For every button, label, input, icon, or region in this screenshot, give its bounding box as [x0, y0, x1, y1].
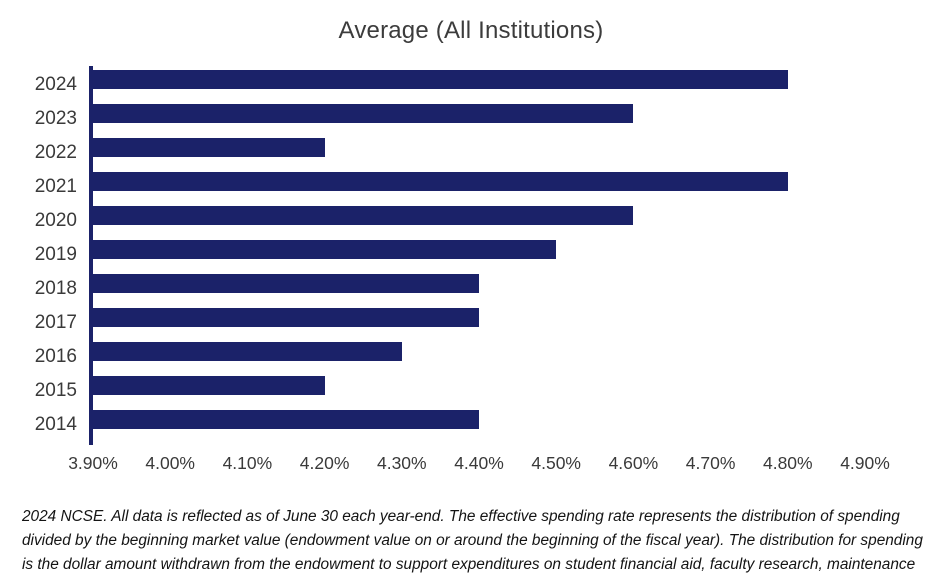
footnote: 2024 NCSE. All data is reflected as of J…	[22, 508, 923, 573]
x-axis-tick-label: 4.20%	[299, 453, 350, 473]
bar-chart: 2024 2023 2022 2021 2020 2019 2018 2017 2016 2015…	[0, 66, 942, 477]
y-axis-label: 2018	[34, 278, 77, 299]
bar-2018	[93, 274, 479, 293]
y-axis-label: 2021	[34, 176, 77, 197]
bar-2022	[93, 138, 325, 157]
chart-row: 2016	[35, 342, 865, 371]
x-axis-tick-label: 4.60%	[608, 453, 659, 473]
chart-row: 2017	[35, 308, 865, 337]
chart-row: 2015	[35, 376, 865, 405]
x-axis-tick-label: 4.80%	[762, 453, 813, 473]
chart-row: 2020	[35, 206, 865, 235]
y-axis-label: 2023	[34, 108, 77, 129]
y-axis-label: 2014	[34, 414, 77, 435]
x-axis-tick-label: 4.40%	[454, 453, 504, 473]
plot-area: 2024 2023 2022 2021 2020 2019 2018 2017 2016 2015…	[35, 66, 865, 445]
x-axis-tick-label: 4.70%	[685, 453, 736, 473]
chart-row: 2023	[35, 104, 865, 133]
chart-row: 2019	[35, 240, 865, 269]
x-axis-tick-label: 3.90%	[68, 453, 118, 473]
x-axis-tick-label: 4.50%	[531, 453, 581, 473]
chart-row: 2021	[35, 172, 865, 201]
bar-2016	[93, 342, 402, 361]
bar-2015	[93, 376, 325, 395]
bar-2020	[93, 206, 634, 225]
y-axis-label: 2020	[34, 210, 77, 231]
y-axis-label: 2015	[34, 380, 77, 401]
y-axis-label: 2019	[34, 244, 77, 265]
bar-2023	[93, 104, 634, 123]
x-axis-tick-label: 4.00%	[145, 453, 195, 473]
chart-row: 2024	[35, 70, 865, 99]
y-axis-label: 2017	[34, 312, 77, 333]
chart-row: 2022	[35, 138, 865, 167]
x-axis-tick-label: 4.90%	[840, 453, 890, 473]
x-axis: 3.90% 4.00% 4.10% 4.20% 4.30% 4.40% 4.50% 4.60%…	[68, 453, 890, 477]
chart-title: Average (All Institutions)	[338, 17, 604, 44]
bar-2014	[93, 410, 479, 429]
x-axis-tick-label: 4.10%	[222, 453, 273, 473]
bar-2017	[93, 308, 479, 327]
y-axis-label: 2016	[34, 346, 77, 367]
y-axis-label: 2024	[34, 74, 77, 95]
chart-row: 2018	[35, 274, 865, 303]
bar-2021	[93, 172, 788, 191]
bar-2019	[93, 240, 557, 259]
y-axis-line	[89, 66, 93, 445]
chart-row: 2014	[35, 410, 865, 439]
y-axis-label: 2022	[34, 142, 77, 163]
bar-2024	[93, 70, 788, 89]
x-axis-tick-label: 4.30%	[376, 453, 427, 473]
